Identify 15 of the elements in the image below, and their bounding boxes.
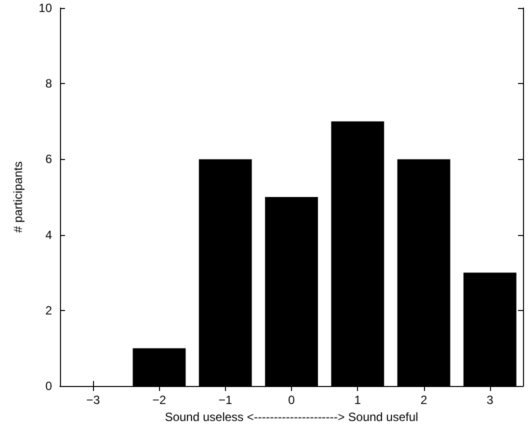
x-tick-label: 1 <box>354 393 362 407</box>
y-tick-label: 8 <box>45 76 52 91</box>
y-tick-label: 2 <box>45 303 52 318</box>
y-axis-title: # participants <box>11 161 25 233</box>
x-tick-label: −3 <box>86 393 100 407</box>
x-tick-label: 0 <box>288 393 296 407</box>
x-tick-label: −1 <box>218 393 233 407</box>
y-tick-label: 10 <box>38 1 52 15</box>
y-tick-label: 4 <box>45 228 52 242</box>
x-tick-label: −2 <box>152 393 166 407</box>
x-tick-label: 2 <box>420 393 428 407</box>
x-axis-title: Sound useless <---------------------> Sound useful <box>164 410 418 424</box>
y-tick-label: 0 <box>45 379 52 393</box>
x-tick-label: 3 <box>486 393 494 407</box>
y-tick-label: 6 <box>45 152 52 166</box>
